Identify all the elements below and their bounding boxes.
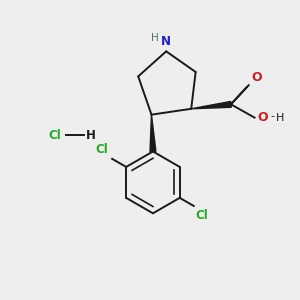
Text: Cl: Cl [95,143,108,156]
Polygon shape [191,101,231,109]
Polygon shape [150,115,156,152]
Text: H: H [86,129,96,142]
Text: Cl: Cl [195,209,208,222]
Text: H: H [276,112,284,123]
Text: N: N [161,35,171,48]
Text: H: H [151,32,159,43]
Text: Cl: Cl [48,129,61,142]
Text: O: O [251,71,262,84]
Text: O: O [257,111,268,124]
Text: -: - [271,111,275,121]
